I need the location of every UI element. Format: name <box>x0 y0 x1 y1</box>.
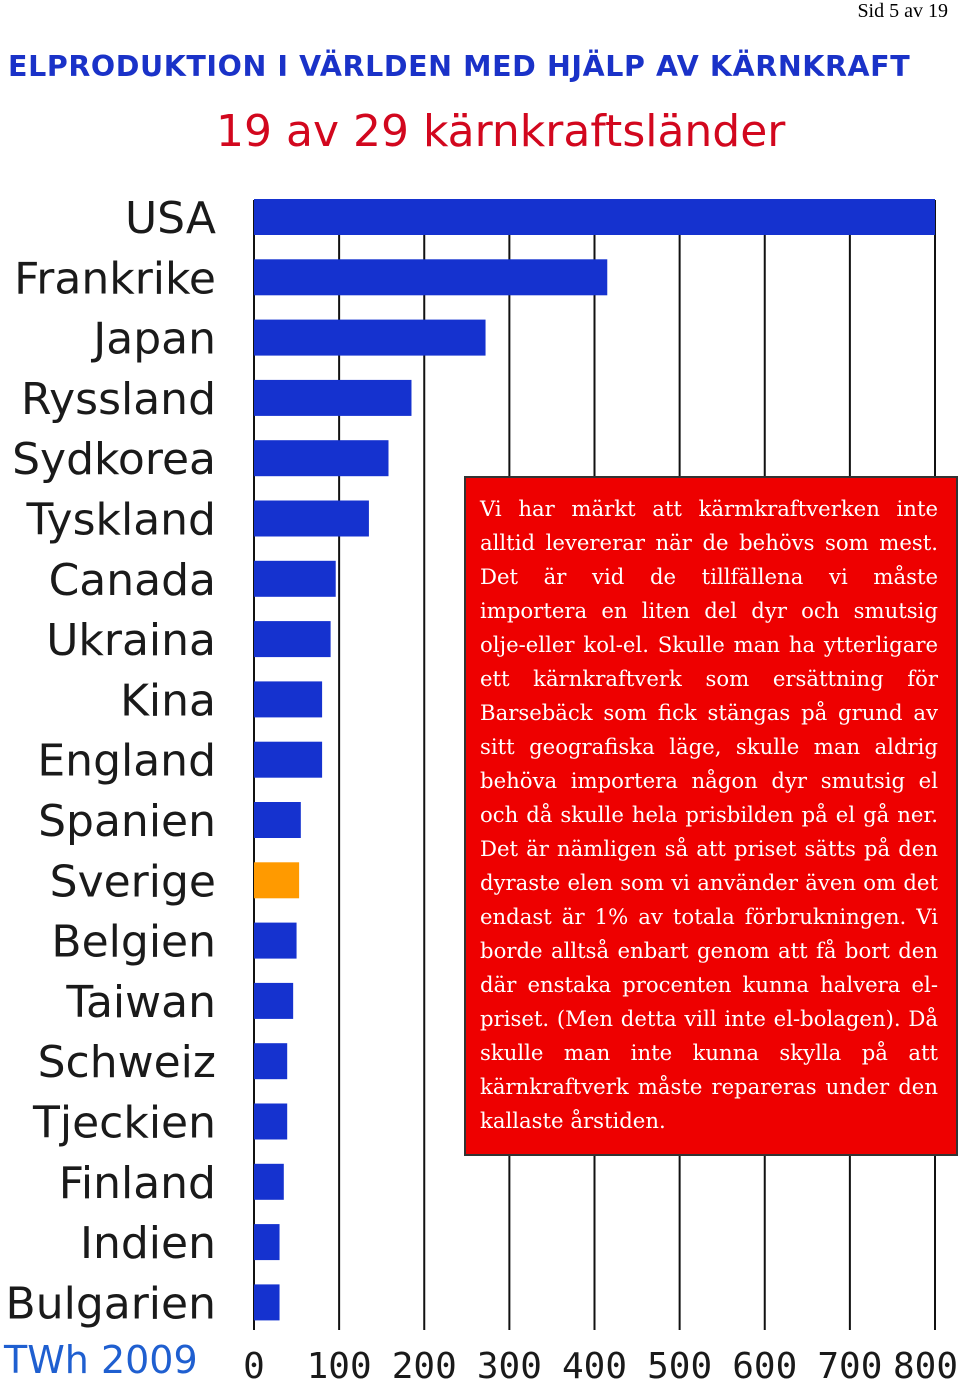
bar-sverige <box>254 862 300 899</box>
note-text: Vi har märkt att kärmkraftverken inte al… <box>480 496 938 1133</box>
chart-subtitle: 19 av 29 kärnkraftsländer <box>216 106 786 157</box>
category-label-kina: Kina <box>120 675 216 726</box>
category-label-sverige: Sverige <box>50 856 216 907</box>
bar-canada <box>254 560 336 597</box>
bar-ryssland <box>254 379 412 416</box>
bar-ukraina <box>254 621 331 658</box>
bar-schweiz <box>254 1043 288 1080</box>
axis-unit-label: TWh 2009 <box>4 1338 198 1382</box>
category-label-tyskland: Tyskland <box>26 495 216 546</box>
bar-usa <box>254 199 935 235</box>
category-label-england: England <box>37 736 216 787</box>
tick-label-300: 300 <box>477 1346 542 1385</box>
bar-tjeckien <box>254 1103 288 1140</box>
bar-spanien <box>254 802 301 838</box>
tick-label-400: 400 <box>562 1346 627 1385</box>
bar-japan <box>254 319 486 356</box>
country-labels: USA Frankrike Japan Ryssland Sydkorea Tysklan… <box>6 193 216 1329</box>
category-label-indien: Indien <box>80 1218 216 1269</box>
category-label-finland: Finland <box>59 1158 216 1209</box>
bar-frankrike <box>254 259 608 296</box>
bar-tyskland <box>254 500 369 537</box>
tick-label-800: 800 <box>893 1346 958 1385</box>
bar-england <box>254 741 323 778</box>
bar-belgien <box>254 922 297 959</box>
category-label-canada: Canada <box>49 555 216 606</box>
category-label-tjeckien: Tjeckien <box>32 1098 216 1149</box>
bar-sydkorea <box>254 440 389 477</box>
tick-label-100: 100 <box>307 1346 372 1385</box>
bar-kina <box>254 681 323 718</box>
category-label-sydkorea: Sydkorea <box>12 434 216 485</box>
tick-label-200: 200 <box>392 1346 457 1385</box>
category-label-taiwan: Taiwan <box>65 977 216 1028</box>
bar-finland <box>254 1163 284 1200</box>
tick-labels: 0 100 200 300 400 500 600 700 800 <box>243 1346 958 1385</box>
bar-indien <box>254 1224 280 1261</box>
bar-taiwan <box>254 982 294 1019</box>
tick-label-500: 500 <box>647 1346 712 1385</box>
bar-bulgarien <box>254 1284 280 1321</box>
category-label-frankrike: Frankrike <box>14 253 216 304</box>
category-label-usa: USA <box>125 193 216 244</box>
category-label-japan: Japan <box>90 314 216 365</box>
tick-label-0: 0 <box>243 1346 265 1385</box>
bars <box>254 199 935 1321</box>
category-label-ukraina: Ukraina <box>46 615 216 666</box>
note-box: Vi har märkt att kärmkraftverken inte al… <box>464 476 958 1156</box>
category-label-schweiz: Schweiz <box>38 1037 216 1088</box>
tick-label-700: 700 <box>817 1346 882 1385</box>
category-label-ryssland: Ryssland <box>21 374 216 425</box>
tick-label-600: 600 <box>732 1346 797 1385</box>
category-label-spanien: Spanien <box>38 796 216 847</box>
main-title: ELPRODUKTION I VÄRLDEN MED HJÄLP AV KÄRN… <box>8 50 911 83</box>
category-label-belgien: Belgien <box>51 917 216 968</box>
page-number: Sid 5 av 19 <box>857 0 948 22</box>
category-label-bulgarien: Bulgarien <box>6 1278 216 1329</box>
